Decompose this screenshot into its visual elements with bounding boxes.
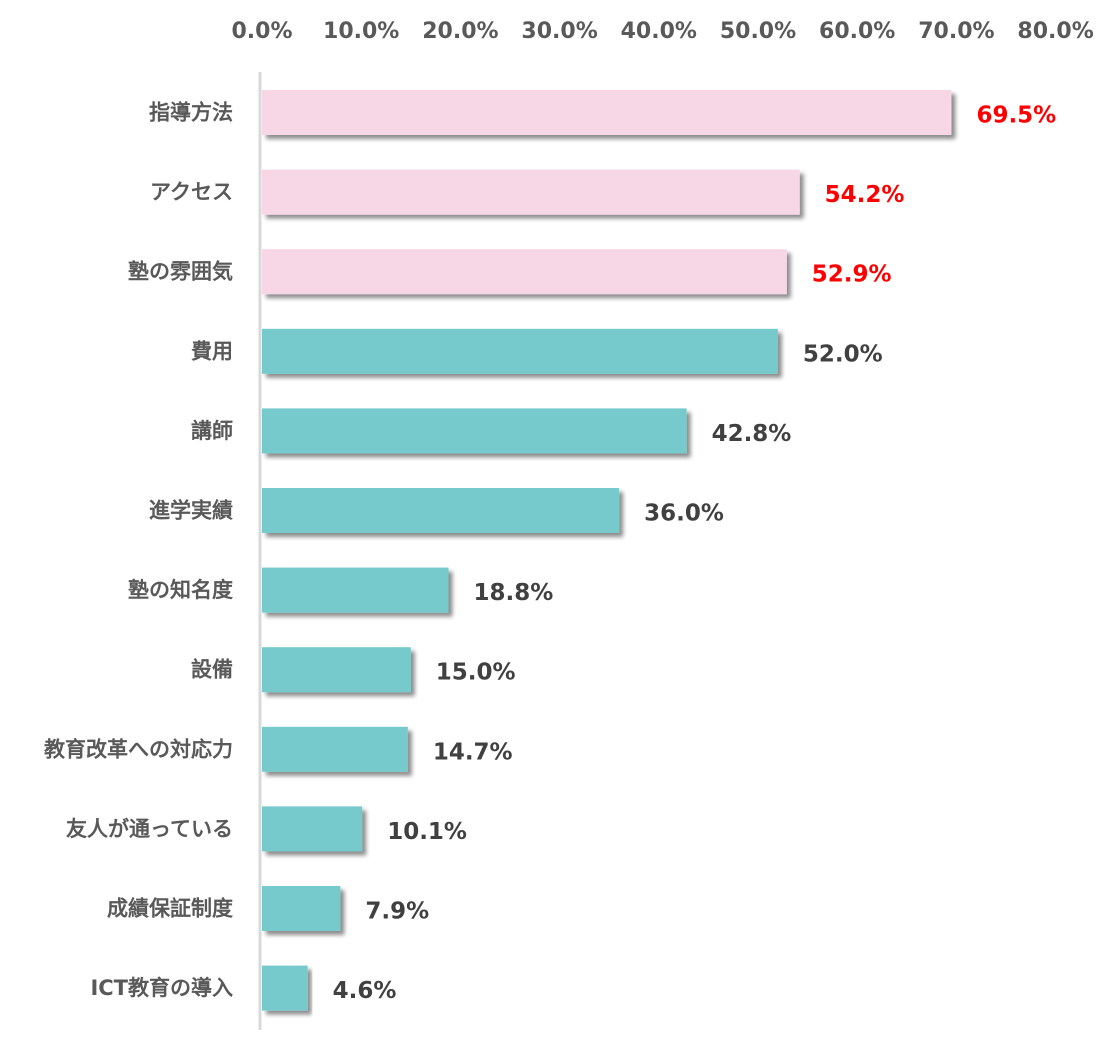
bar — [262, 169, 800, 215]
category-label: ICT教育の導入 — [90, 976, 233, 1000]
data-label: 15.0% — [436, 660, 516, 686]
x-tick-label: 30.0% — [521, 19, 597, 44]
x-tick-label: 60.0% — [819, 19, 895, 44]
bar — [262, 806, 363, 852]
data-label: 36.0% — [644, 501, 724, 527]
bar — [262, 886, 341, 931]
category-label: アクセス — [150, 180, 233, 204]
data-label: 4.6% — [333, 978, 397, 1004]
bar — [262, 647, 411, 693]
x-tick-label: 20.0% — [422, 19, 498, 44]
x-tick-label: 70.0% — [918, 19, 994, 44]
x-tick-label: 10.0% — [323, 19, 399, 44]
bar — [262, 567, 449, 613]
bar — [262, 488, 620, 533]
bar — [262, 408, 687, 454]
x-tick-label: 40.0% — [621, 19, 697, 44]
category-label: 費用 — [191, 339, 233, 363]
data-label: 52.9% — [812, 262, 892, 288]
x-axis-ticks: 0.0% 10.0% 20.0% 30.0% 40.0% 50.0% 60.0% 70.0% 8… — [231, 19, 1093, 44]
data-label: 52.0% — [803, 341, 883, 367]
bar — [262, 726, 408, 772]
category-label: 進学実績 — [149, 499, 233, 523]
x-tick-label: 50.0% — [720, 19, 796, 44]
bar — [262, 328, 778, 374]
data-label: 18.8% — [473, 580, 553, 606]
bar — [262, 965, 308, 1011]
category-label: 塾の知名度 — [128, 578, 233, 602]
category-label: 塾の雰囲気 — [128, 260, 233, 284]
category-label: 友人が通っている — [66, 817, 233, 841]
data-label: 14.7% — [433, 739, 513, 765]
category-label: 教育改革への対応力 — [44, 737, 233, 761]
data-label: 54.2% — [825, 182, 905, 208]
bar — [262, 90, 952, 135]
data-label: 42.8% — [712, 421, 792, 447]
category-label: 講師 — [191, 419, 233, 443]
category-label: 指導方法 — [149, 101, 233, 125]
category-label: 設備 — [191, 658, 233, 682]
bars: 指導方法 69.5% アクセス 54.2% 塾の雰囲気 52.9% 費用 52.0% 講師 42.… — [44, 90, 1056, 1011]
data-label: 69.5% — [976, 103, 1056, 129]
data-label: 10.1% — [387, 819, 467, 845]
category-label: 成績保証制度 — [107, 897, 233, 921]
x-tick-label: 80.0% — [1017, 19, 1093, 44]
bar — [262, 249, 787, 295]
x-tick-label: 0.0% — [231, 19, 292, 44]
data-label: 7.9% — [365, 899, 429, 925]
